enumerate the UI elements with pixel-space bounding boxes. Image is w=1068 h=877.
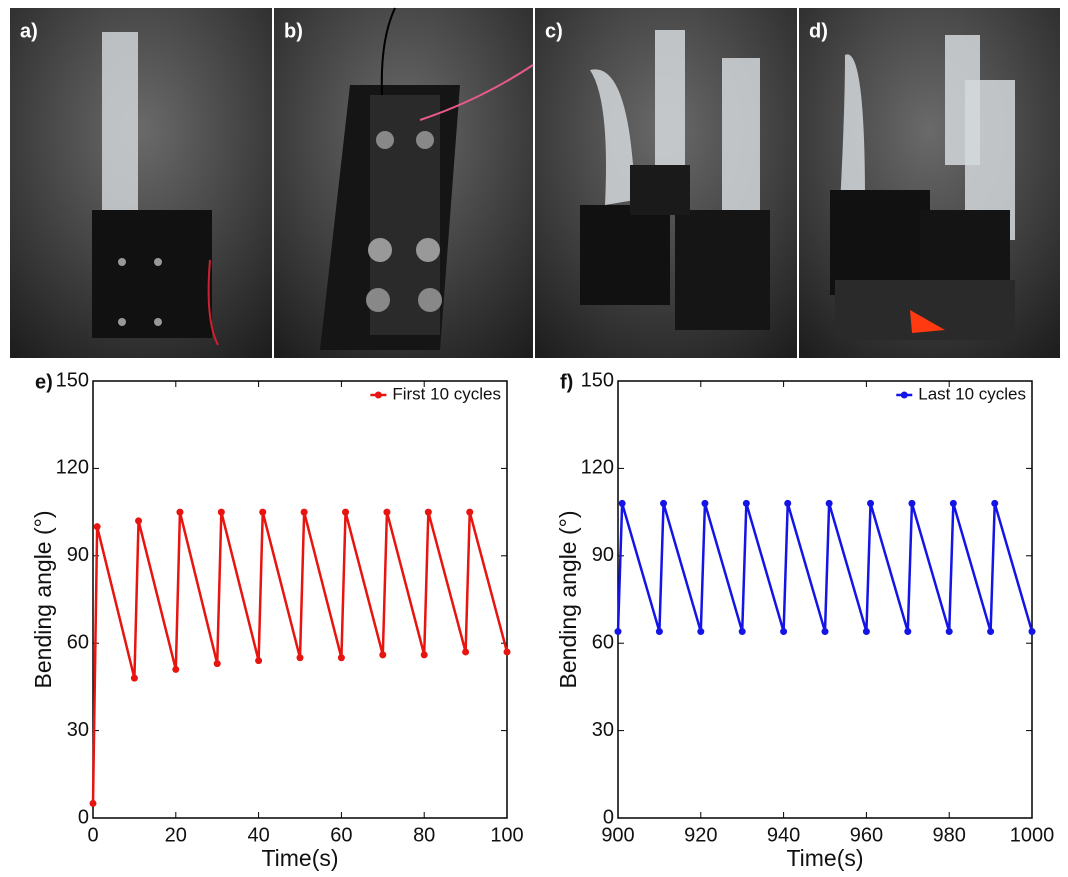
marker [176, 508, 184, 516]
x-tick-label: 80 [413, 824, 435, 846]
panel-label: e) [35, 371, 53, 393]
marker [383, 508, 391, 516]
marker [296, 654, 304, 662]
panel-label: a) [20, 20, 38, 42]
legend-label: First 10 cycles [392, 384, 501, 403]
marker [742, 499, 750, 507]
marker [614, 628, 622, 636]
marker [503, 648, 511, 656]
y-tick-label: 120 [56, 457, 89, 479]
marker [130, 674, 138, 682]
marker [821, 628, 829, 636]
marker [618, 499, 626, 507]
line [616, 503, 1034, 632]
marker [701, 499, 709, 507]
x-tick-label: 0 [87, 824, 98, 846]
photo-b [274, 7, 534, 358]
x-tick-label: 940 [767, 824, 800, 846]
photo-c [535, 8, 797, 358]
y-tick-label: 0 [78, 806, 89, 828]
marker [945, 628, 953, 636]
marker [660, 499, 668, 507]
marker [135, 517, 143, 525]
marker [93, 523, 101, 531]
marker [904, 628, 912, 636]
marker [697, 628, 705, 636]
x-tick-label: 960 [850, 824, 883, 846]
panel-label: d) [809, 20, 828, 42]
x-tick-label: 20 [165, 824, 187, 846]
marker [89, 799, 97, 807]
x-tick-label: 40 [247, 824, 269, 846]
marker [738, 628, 746, 636]
marker [949, 499, 957, 507]
legend-label: Last 10 cycles [918, 384, 1026, 403]
marker [867, 499, 875, 507]
x-tick-label: 1000 [1010, 824, 1055, 846]
marker [862, 628, 870, 636]
y-tick-label: 150 [581, 369, 614, 391]
marker [420, 651, 428, 659]
y-axis-label: Bending angle (°) [555, 511, 581, 689]
y-tick-label: 90 [67, 544, 89, 566]
y-tick-label: 150 [56, 369, 89, 391]
y-tick-label: 60 [67, 631, 89, 653]
marker [655, 628, 663, 636]
legend-marker [374, 391, 382, 399]
y-tick-label: 60 [592, 631, 614, 653]
marker [172, 665, 180, 673]
marker [466, 508, 474, 516]
panel-label: c) [545, 20, 563, 42]
y-tick-label: 30 [67, 719, 89, 741]
x-axis-label: Time(s) [786, 845, 863, 871]
marker [462, 648, 470, 656]
photo-a [10, 8, 272, 358]
x-tick-label: 60 [330, 824, 352, 846]
panel-label: b) [284, 20, 303, 42]
marker [991, 499, 999, 507]
x-tick-label: 980 [933, 824, 966, 846]
photo-d [799, 8, 1060, 358]
x-tick-label: 920 [684, 824, 717, 846]
y-tick-label: 30 [592, 719, 614, 741]
marker [379, 651, 387, 659]
marker [784, 499, 792, 507]
y-tick-label: 0 [603, 806, 614, 828]
marker [255, 657, 263, 665]
marker [259, 508, 267, 516]
legend-marker [900, 391, 908, 399]
marker [987, 628, 995, 636]
y-tick-label: 120 [581, 457, 614, 479]
panel-label: f) [560, 371, 573, 393]
marker [337, 654, 345, 662]
marker [780, 628, 788, 636]
x-tick-label: 100 [490, 824, 523, 846]
x-axis-label: Time(s) [261, 845, 338, 871]
y-tick-label: 90 [592, 544, 614, 566]
x-tick-label: 900 [601, 824, 634, 846]
marker [908, 499, 916, 507]
marker [342, 508, 350, 516]
marker [300, 508, 308, 516]
marker [1028, 628, 1036, 636]
marker [213, 660, 221, 668]
marker [424, 508, 432, 516]
marker [217, 508, 225, 516]
y-axis-label: Bending angle (°) [30, 511, 56, 689]
marker [825, 499, 833, 507]
plot-frame [92, 380, 508, 819]
